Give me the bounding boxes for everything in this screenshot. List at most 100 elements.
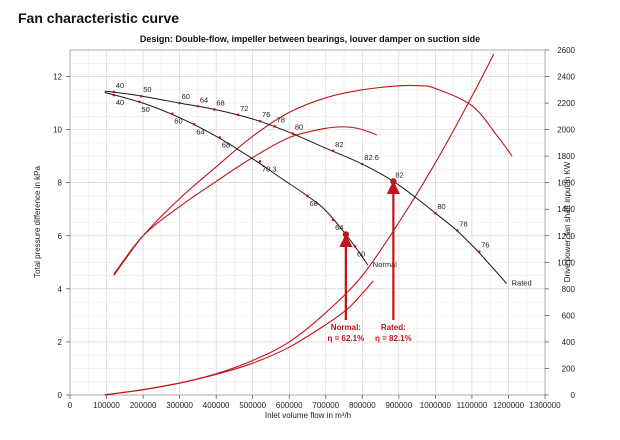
curve-name-rated: Rated <box>512 279 532 288</box>
efficiency-label: 82 <box>395 170 403 179</box>
efficiency-point <box>291 132 295 135</box>
power-curve-normal-power <box>104 280 374 396</box>
efficiency-label: 40 <box>116 98 124 107</box>
efficiency-point <box>171 112 174 115</box>
efficiency-label: 76 <box>262 110 270 119</box>
y-right-tick-label: 1800 <box>557 152 575 161</box>
efficiency-label: 82 <box>335 140 343 149</box>
efficiency-label: 70.3 <box>262 164 277 173</box>
efficiency-label: 40 <box>116 81 124 90</box>
y-axis-label-left: Total pressure difference in kPa <box>33 165 42 277</box>
y-right-tick-label: 2600 <box>557 46 575 55</box>
operating-point-rated <box>390 178 397 185</box>
efficiency-point <box>236 113 240 117</box>
x-tick-label: 700000 <box>312 401 339 410</box>
pressure-curves: Rated Normal <box>104 90 532 288</box>
efficiency-label: 78 <box>459 219 467 228</box>
y-right-tick-label: 1000 <box>557 258 575 267</box>
x-tick-label: 900000 <box>385 401 412 410</box>
efficiency-label: 64 <box>200 95 208 104</box>
operating-point-label: Rated: <box>381 323 406 332</box>
efficiency-point <box>192 123 196 126</box>
efficiency-label: 80 <box>295 123 303 132</box>
efficiency-label: 76 <box>481 241 489 250</box>
efficiency-point <box>273 125 276 128</box>
efficiency-point <box>196 104 200 108</box>
y-left-tick-label: 8 <box>58 179 63 188</box>
y-right-tick-label: 1200 <box>557 232 575 241</box>
x-tick-label: 200000 <box>130 401 157 410</box>
x-tick-label: 1100000 <box>457 401 488 410</box>
efficiency-labels: 40 50 60 64 68 72 76 78 80 82 82.6 82 80 78 76 40 50 60 64… <box>112 81 490 258</box>
plot-frame <box>69 49 546 396</box>
chart-title: Design: Double-flow, impeller between be… <box>140 34 480 44</box>
y-left-tick-label: 6 <box>58 232 63 241</box>
x-tick-label: 400000 <box>203 401 230 410</box>
efficiency-label: 64 <box>335 223 343 232</box>
efficiency-point <box>477 250 481 253</box>
efficiency-point <box>258 160 262 163</box>
efficiency-label: 82.6 <box>364 153 379 162</box>
x-tick-label: 1200000 <box>493 401 525 410</box>
efficiency-label: 64 <box>196 127 204 136</box>
efficiency-point <box>218 136 222 139</box>
grid <box>69 49 546 396</box>
efficiency-point <box>139 94 143 98</box>
efficiency-point <box>258 119 262 123</box>
operating-point-efficiency: η = 62.1% <box>328 334 365 343</box>
efficiency-label: 68 <box>222 141 230 150</box>
operating-point-normal <box>342 231 350 238</box>
y-right-tick-label: 400 <box>562 338 576 347</box>
x-axis-label: Inlet volume flow in m³/h <box>265 411 351 420</box>
y-left-tick-label: 4 <box>58 285 63 294</box>
y-right-tick-label: 800 <box>562 285 576 294</box>
efficiency-label: 60 <box>357 249 365 258</box>
y-right-tick-label: 1400 <box>557 205 575 214</box>
efficiency-point <box>434 211 437 215</box>
y-left-tick-label: 10 <box>53 126 62 135</box>
x-tick-label: 800000 <box>349 401 376 410</box>
efficiency-point <box>178 101 181 105</box>
operating-point-label: Normal: <box>331 323 361 332</box>
efficiency-label: 68 <box>310 199 318 208</box>
x-tick-label: 1300000 <box>529 401 561 410</box>
y-axis-label-right: Drive power, fan shaft input in KW <box>563 161 572 282</box>
efficiency-point <box>112 90 116 94</box>
efficiency-point <box>353 245 357 248</box>
y-left-tick-label: 12 <box>53 73 62 82</box>
x-tick-label: 0 <box>68 401 73 410</box>
page-title: Fan characteristic curve <box>18 10 180 26</box>
pressure-curve-rated <box>104 90 507 284</box>
y-right-tick-label: 200 <box>562 364 576 373</box>
power-curve-lower-envelope <box>113 126 378 275</box>
efficiency-label: 50 <box>141 105 149 114</box>
efficiency-label: 50 <box>143 85 151 94</box>
efficiency-point <box>331 149 335 153</box>
curve-name-normal: Normal <box>373 260 398 269</box>
efficiency-label: 80 <box>437 202 445 211</box>
power-curves <box>104 53 513 396</box>
efficiency-point <box>331 218 335 222</box>
x-tick-label: 100000 <box>93 401 120 410</box>
efficiency-point <box>306 194 309 198</box>
operating-points: Normal: η = 62.1% Rated: η = 82.1% <box>328 178 412 343</box>
y-left-tick-label: 2 <box>58 338 63 347</box>
power-curve-upper-envelope <box>113 84 513 276</box>
efficiency-point <box>213 108 216 111</box>
y-right-tick-label: 2200 <box>557 99 575 108</box>
y-right-tick-label: 600 <box>562 311 576 320</box>
x-tick-label: 1000000 <box>420 401 452 410</box>
y-right-tick-label: 0 <box>571 391 576 400</box>
efficiency-label: 72 <box>240 104 248 113</box>
pressure-curve-normal <box>104 92 369 266</box>
efficiency-label: 68 <box>216 98 224 107</box>
efficiency-label: 78 <box>277 115 285 124</box>
y-right-tick-label: 2000 <box>557 126 575 135</box>
efficiency-label: 60 <box>174 117 182 126</box>
y-left-tick-label: 0 <box>58 391 63 400</box>
x-tick-label: 300000 <box>166 401 193 410</box>
efficiency-point <box>456 229 459 232</box>
efficiency-point <box>112 93 116 97</box>
y-right-tick-label: 2400 <box>557 73 575 82</box>
